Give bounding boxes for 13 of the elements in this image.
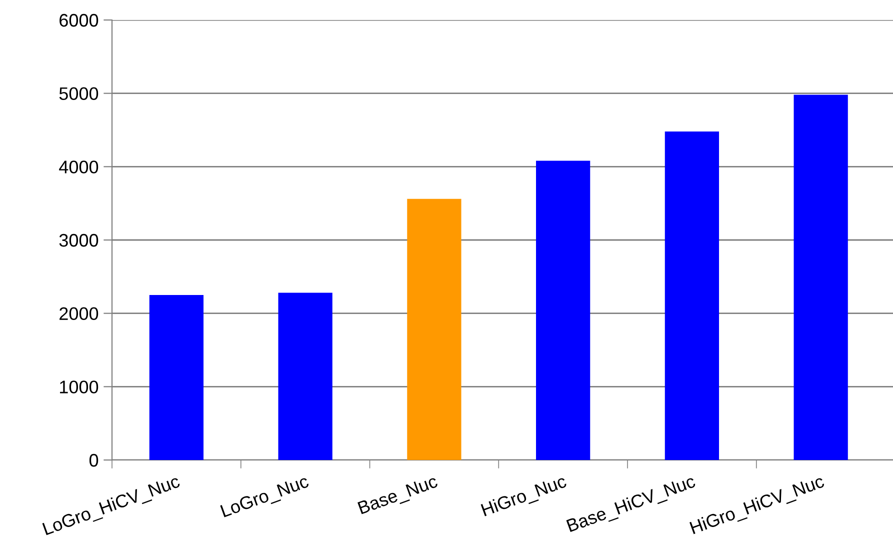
bar — [149, 295, 204, 460]
y-tick-label: 6000 — [60, 14, 98, 27]
y-tick-label: 0 — [89, 454, 98, 467]
y-tick-label: 5000 — [59, 87, 98, 100]
y-tick-label: 4000 — [59, 160, 98, 174]
bar — [794, 94, 848, 460]
y-tick-label: 3000 — [59, 234, 98, 247]
y-tick-label: 1000 — [60, 380, 98, 394]
y-tick-label: 2000 — [60, 307, 98, 320]
bar — [536, 160, 590, 460]
bar — [664, 131, 720, 460]
bar — [407, 198, 462, 460]
bar — [278, 292, 332, 460]
